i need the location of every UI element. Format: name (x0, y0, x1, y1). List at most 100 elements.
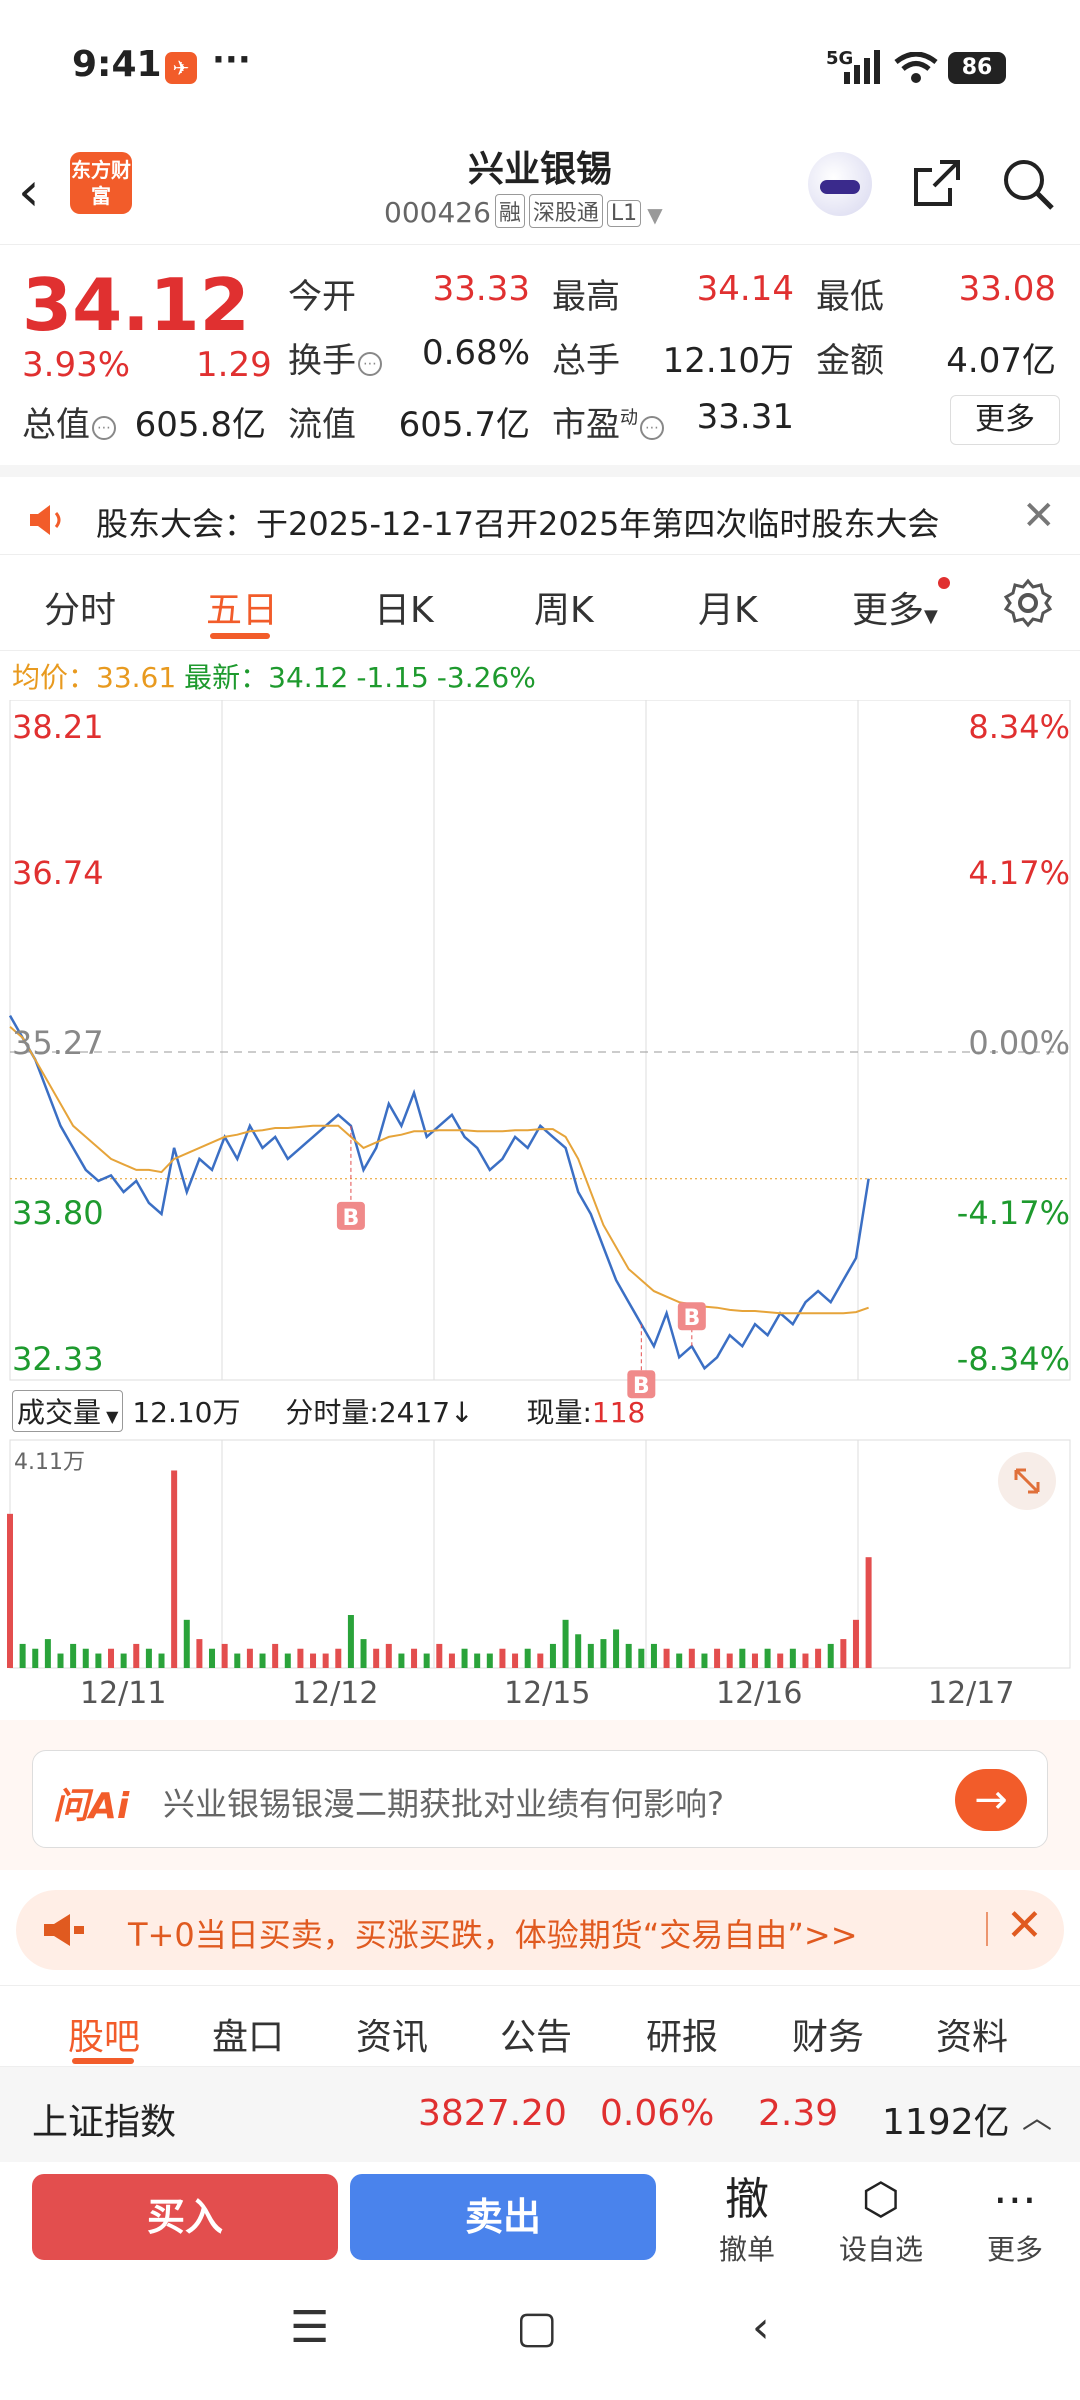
announcement-bar[interactable]: 股东大会：于2025-12-17召开2025年第四次临时股东大会 ✕ (0, 465, 1080, 555)
divider (986, 1912, 988, 1946)
battery-indicator: 86 (948, 52, 1006, 84)
current-volume-label: 现量: (526, 1396, 592, 1429)
current-volume: 118 (591, 1396, 646, 1429)
tag-level: L1 (606, 200, 642, 227)
system-nav-bar: ☰ ▢ ‹ (0, 2272, 1080, 2400)
index-amount: 1192亿 (882, 2102, 1010, 2143)
average-price-row: 均价：33.61 最新：34.12 -1.15 -3.26% (12, 656, 544, 696)
ai-assistant-icon[interactable] (808, 152, 872, 216)
volume-bar (7, 1513, 13, 1668)
volume-bar (145, 1648, 152, 1668)
dropdown-triangle-icon: ▼ (924, 606, 938, 627)
tab-financials[interactable]: 财务 (792, 2017, 865, 2058)
y-tick-right: 8.34% (968, 708, 1070, 746)
tab-monthly-k[interactable]: 月K (698, 590, 758, 631)
stock-code-row[interactable]: 000426 融深股通 L1 ▼ (384, 194, 663, 229)
volume-bar (82, 1648, 89, 1668)
trade-actions: 买入 卖出 撤 撤单 ⬡ 设自选 ⋯ 更多 (0, 2162, 1080, 2272)
volume-selector[interactable]: 成交量 ▼ (12, 1390, 124, 1432)
tab-intraday[interactable]: 分时 (44, 590, 117, 631)
stock-name: 兴业银锡 (467, 149, 612, 190)
change-amount: 1.29 (196, 345, 272, 385)
tab-announcements[interactable]: 公告 (500, 2017, 573, 2058)
promo-banner[interactable]: T+0当日买卖，买涨买跌，体验期货“交易自由”>> ✕ (16, 1890, 1064, 1970)
close-icon[interactable]: ✕ (1022, 493, 1056, 539)
x-tick: 12/15 (504, 1676, 591, 1711)
revoke-label: 撤单 (718, 2233, 775, 2266)
volume-bar (297, 1648, 304, 1668)
info-icon[interactable]: ⋯ (92, 416, 116, 440)
ai-question-box[interactable]: 问Ai 兴业银锡银漫二期获批对业绩有何影响? → (32, 1750, 1048, 1848)
hexagon-icon: ⬡ (861, 2174, 901, 2225)
volume-bar (183, 1619, 190, 1668)
volume-bar (827, 1643, 834, 1668)
y-tick-right: 0.00% (968, 1024, 1070, 1062)
volume-bar (562, 1619, 569, 1668)
y-tick-left: 33.80 (12, 1194, 104, 1232)
buy-button[interactable]: 买入 (32, 2174, 338, 2260)
tab-weekly-k[interactable]: 周K (534, 590, 594, 631)
volume-bar (335, 1648, 342, 1668)
tab-news[interactable]: 资讯 (356, 2017, 429, 2058)
float-label: 流值 (288, 405, 356, 445)
wifi-icon (894, 52, 938, 83)
back-chevron-icon[interactable]: ‹ (18, 160, 40, 223)
market-index-bar[interactable]: 上证指数 3827.20 0.06% 2.39 1192亿 ︿ (0, 2066, 1080, 2162)
tab-forum[interactable]: 股吧 (68, 2017, 141, 2058)
watchlist-label: 设自选 (838, 2233, 923, 2266)
stock-code: 000426 (384, 196, 491, 229)
info-icon[interactable]: ⋯ (640, 416, 664, 440)
volume-bar (448, 1653, 455, 1668)
info-icon[interactable]: ⋯ (358, 352, 382, 376)
index-name: 上证指数 (32, 2102, 177, 2143)
volume-bar (865, 1557, 872, 1668)
status-bar: 9:41 ✈ ··· 5G 86 (0, 0, 1080, 130)
back-icon[interactable]: ‹ (752, 2302, 770, 2353)
volume-bar (57, 1653, 64, 1668)
gear-icon[interactable] (1000, 575, 1056, 631)
volume-bar (284, 1653, 291, 1668)
volume-bar (587, 1643, 594, 1668)
buy-marker (677, 1302, 706, 1331)
pe-value: 33.31 (696, 397, 794, 437)
announcement-text: 股东大会：于2025-12-17召开2025年第四次临时股东大会 (96, 505, 940, 543)
price-line (8, 1014, 870, 1371)
volume-bar (638, 1648, 645, 1668)
volume-bar (537, 1653, 544, 1668)
arrow-right-icon[interactable]: → (955, 1769, 1027, 1831)
notification-app-icon: ✈ (165, 52, 197, 84)
tab-research[interactable]: 研报 (646, 2017, 719, 2058)
volume-bar (221, 1643, 228, 1668)
expand-icon[interactable] (998, 1452, 1056, 1510)
share-icon[interactable] (910, 156, 964, 210)
y-tick-left: 32.33 (12, 1340, 104, 1378)
tag-connect: 深股通 (528, 194, 603, 228)
tab-daily-k[interactable]: 日K (374, 590, 434, 631)
home-square-icon[interactable]: ▢ (516, 2302, 558, 2353)
tab-profile[interactable]: 资料 (936, 2017, 1009, 2058)
revoke-order-button[interactable]: 撤 撤单 (692, 2172, 802, 2268)
chevron-up-icon[interactable]: ︿ (1022, 2101, 1052, 2136)
add-watchlist-button[interactable]: ⬡ 设自选 (826, 2172, 936, 2268)
volume-bar (234, 1653, 241, 1668)
sell-button[interactable]: 卖出 (350, 2174, 656, 2260)
amount-label: 金额 (816, 341, 884, 381)
tab-orderbook[interactable]: 盘口 (212, 2017, 285, 2058)
volume-bar (549, 1643, 556, 1668)
speaker-icon (30, 505, 61, 535)
speaker-icon (44, 1914, 84, 1946)
latest-change: -1.15 (356, 661, 429, 694)
volume-bar (739, 1648, 746, 1668)
volume-total: 12.10万 (132, 1396, 241, 1429)
quote-panel: 34.12 3.93% 1.29 今开 33.33 最高 34.14 最低 33… (0, 245, 1080, 465)
close-icon[interactable]: ✕ (1006, 1900, 1043, 1951)
more-actions-button[interactable]: ⋯ 更多 (960, 2172, 1070, 2268)
more-quote-button[interactable]: 更多 (950, 395, 1060, 445)
active-tab-indicator (210, 633, 270, 639)
search-icon[interactable] (1000, 156, 1056, 212)
tab-more[interactable]: 更多▼ (852, 590, 938, 631)
menu-icon[interactable]: ☰ (290, 2302, 330, 2353)
last-price: 34.12 (22, 263, 250, 347)
tab-five-day[interactable]: 五日 (206, 590, 279, 631)
